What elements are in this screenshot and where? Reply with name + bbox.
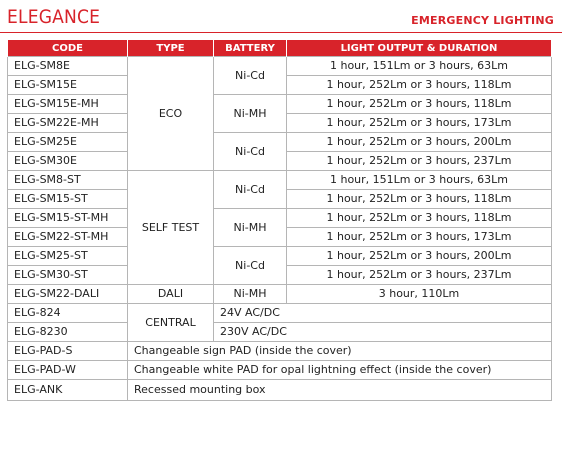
type-cell-dali: DALI bbox=[127, 284, 214, 304]
table-row: ELG-SM15-ST-MH Ni-MH 1 hour, 252Lm or 3 … bbox=[7, 208, 552, 247]
voltage-cell: 24V AC/DC bbox=[213, 303, 552, 323]
battery-cell: Ni-MH bbox=[213, 94, 287, 133]
code-cell: ELG-SM15-ST-MH bbox=[7, 208, 128, 228]
table-row: ELG-824 CENTRAL 24V AC/DC bbox=[7, 303, 552, 342]
code-cell: ELG-SM22-DALI bbox=[7, 284, 128, 304]
voltage-cell: 230V AC/DC bbox=[213, 322, 552, 342]
battery-cell: Ni-Cd bbox=[213, 246, 287, 285]
column-header-code: CODE bbox=[7, 40, 128, 57]
light-output-cell: 1 hour, 252Lm or 3 hours, 173Lm bbox=[286, 113, 552, 133]
table-row: ELG-SM15E-MH Ni-MH 1 hour, 252Lm or 3 ho… bbox=[7, 94, 552, 133]
light-output-cell: 1 hour, 252Lm or 3 hours, 118Lm bbox=[286, 94, 552, 114]
table-row: ELG-SM8-ST SELF TEST Ni-Cd 1 hour, 151Lm… bbox=[7, 170, 552, 285]
table-row: ELG-SM25-ST Ni-Cd 1 hour, 252Lm or 3 hou… bbox=[7, 246, 552, 285]
light-output-cell: 1 hour, 252Lm or 3 hours, 173Lm bbox=[286, 227, 552, 247]
light-output-cell: 1 hour, 252Lm or 3 hours, 200Lm bbox=[286, 246, 552, 266]
table-row: ELG-SM22-ST-MH 1 hour, 252Lm or 3 hours,… bbox=[7, 227, 552, 247]
table-row: ELG-8230 230V AC/DC bbox=[7, 322, 552, 342]
description-cell: Changeable sign PAD (inside the cover) bbox=[127, 341, 552, 361]
type-cell-self-test: SELF TEST bbox=[127, 170, 214, 285]
page-header: ELEGANCE EMERGENCY LIGHTING bbox=[0, 0, 562, 34]
light-output-cell: 1 hour, 252Lm or 3 hours, 118Lm bbox=[286, 75, 552, 95]
code-cell: ELG-SM25-ST bbox=[7, 246, 128, 266]
code-cell: ELG-SM22E-MH bbox=[7, 113, 128, 133]
column-header-light-output: LIGHT OUTPUT & DURATION bbox=[286, 40, 552, 57]
description-cell: Recessed mounting box bbox=[127, 379, 552, 401]
table-row: ELG-PAD-S Changeable sign PAD (inside th… bbox=[7, 341, 552, 361]
code-cell: ELG-SM8-ST bbox=[7, 170, 128, 190]
table-row: ELG-SM30E 1 hour, 252Lm or 3 hours, 237L… bbox=[7, 151, 552, 171]
battery-cell: Ni-Cd bbox=[213, 170, 287, 209]
light-output-cell: 1 hour, 151Lm or 3 hours, 63Lm bbox=[286, 170, 552, 190]
code-cell: ELG-PAD-W bbox=[7, 360, 128, 380]
table-row: ELG-SM25E Ni-Cd 1 hour, 252Lm or 3 hours… bbox=[7, 132, 552, 171]
table-row: ELG-PAD-W Changeable white PAD for opal … bbox=[7, 360, 552, 380]
column-header-type: TYPE bbox=[127, 40, 214, 57]
brand-title: ELEGANCE bbox=[7, 6, 101, 28]
table-header-row: CODE TYPE BATTERY LIGHT OUTPUT & DURATIO… bbox=[7, 40, 552, 57]
column-header-battery: BATTERY bbox=[213, 40, 287, 57]
code-cell: ELG-SM30-ST bbox=[7, 265, 128, 285]
table-row: ELG-ANK Recessed mounting box bbox=[7, 379, 552, 401]
light-output-cell: 1 hour, 252Lm or 3 hours, 237Lm bbox=[286, 265, 552, 285]
header-divider bbox=[0, 32, 562, 33]
section-title: EMERGENCY LIGHTING bbox=[411, 14, 554, 27]
code-cell: ELG-SM15-ST bbox=[7, 189, 128, 209]
light-output-cell: 1 hour, 252Lm or 3 hours, 118Lm bbox=[286, 189, 552, 209]
battery-cell: Ni-Cd bbox=[213, 56, 287, 95]
code-cell: ELG-ANK bbox=[7, 379, 128, 401]
table-row: ELG-SM8E ECO Ni-Cd 1 hour, 151Lm or 3 ho… bbox=[7, 56, 552, 171]
code-cell: ELG-PAD-S bbox=[7, 341, 128, 361]
battery-cell: Ni-MH bbox=[213, 284, 287, 304]
product-table: CODE TYPE BATTERY LIGHT OUTPUT & DURATIO… bbox=[7, 40, 552, 401]
code-cell: ELG-SM30E bbox=[7, 151, 128, 171]
code-cell: ELG-8230 bbox=[7, 322, 128, 342]
light-output-cell: 1 hour, 252Lm or 3 hours, 118Lm bbox=[286, 208, 552, 228]
code-cell: ELG-SM25E bbox=[7, 132, 128, 152]
light-output-cell: 1 hour, 252Lm or 3 hours, 237Lm bbox=[286, 151, 552, 171]
description-cell: Changeable white PAD for opal lightning … bbox=[127, 360, 552, 380]
type-cell-central: CENTRAL bbox=[127, 303, 214, 342]
battery-cell: Ni-Cd bbox=[213, 132, 287, 171]
code-cell: ELG-824 bbox=[7, 303, 128, 323]
code-cell: ELG-SM8E bbox=[7, 56, 128, 76]
light-output-cell: 1 hour, 151Lm or 3 hours, 63Lm bbox=[286, 56, 552, 76]
battery-cell: Ni-MH bbox=[213, 208, 287, 247]
light-output-cell: 1 hour, 252Lm or 3 hours, 200Lm bbox=[286, 132, 552, 152]
type-cell-eco: ECO bbox=[127, 56, 214, 171]
code-cell: ELG-SM15E bbox=[7, 75, 128, 95]
code-cell: ELG-SM22-ST-MH bbox=[7, 227, 128, 247]
table-row: ELG-SM22-DALI DALI Ni-MH 3 hour, 110Lm bbox=[7, 284, 552, 304]
code-cell: ELG-SM15E-MH bbox=[7, 94, 128, 114]
light-output-cell: 3 hour, 110Lm bbox=[286, 284, 552, 304]
